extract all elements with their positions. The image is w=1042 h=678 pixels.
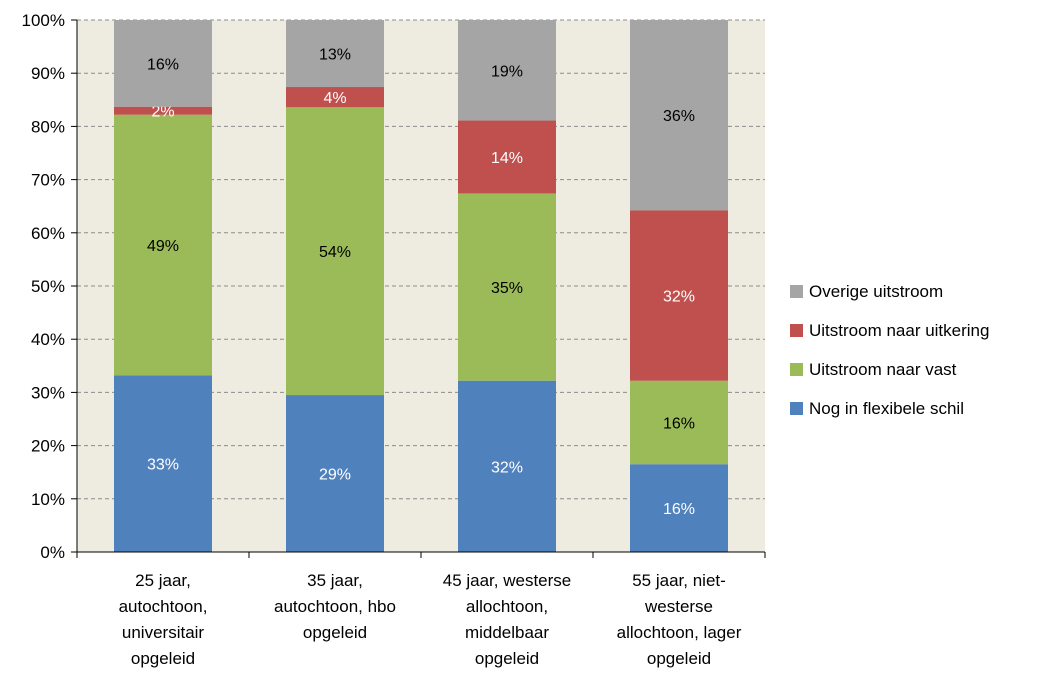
x-category-label: autochtoon, hbo [274, 597, 396, 616]
legend-swatch [790, 402, 803, 415]
legend-item-uitkering: Uitstroom naar uitkering [790, 317, 989, 344]
legend-item-vast: Uitstroom naar vast [790, 356, 989, 383]
y-tick-label: 60% [31, 224, 65, 243]
data-label: 29% [319, 467, 351, 484]
legend-item-flexibel: Nog in flexibele schil [790, 395, 989, 422]
bar-segment [114, 114, 212, 376]
bar-segment [630, 20, 728, 211]
x-category-label: autochtoon, [119, 597, 208, 616]
data-label: 32% [663, 289, 695, 306]
y-tick-label: 20% [31, 437, 65, 456]
data-label: 33% [147, 457, 179, 474]
y-tick-label: 0% [40, 543, 65, 562]
x-category-label: 55 jaar, niet- [632, 571, 726, 590]
bar-segment [458, 120, 556, 194]
bar-segment [458, 193, 556, 381]
chart-legend: Overige uitstroom Uitstroom naar uitkeri… [790, 278, 989, 434]
data-label: 16% [147, 56, 179, 73]
y-tick-label: 50% [31, 277, 65, 296]
legend-label: Overige uitstroom [809, 281, 944, 301]
y-tick-label: 10% [31, 490, 65, 509]
x-category-label: 35 jaar, [307, 571, 363, 590]
x-category-label: middelbaar [465, 623, 549, 642]
bar-segment [630, 380, 728, 465]
legend-item-overige: Overige uitstroom [790, 278, 989, 305]
bar-segment [286, 20, 384, 88]
bar-segment [114, 106, 212, 115]
x-category-label: 45 jaar, westerse [443, 571, 572, 590]
legend-swatch [790, 285, 803, 298]
x-category-label: opgeleid [475, 649, 539, 668]
x-category-label: 25 jaar, [135, 571, 191, 590]
x-category-label: westerse [644, 597, 713, 616]
y-tick-label: 80% [31, 117, 65, 136]
x-category-label: opgeleid [647, 649, 711, 668]
data-label: 16% [663, 501, 695, 518]
bar-segment [630, 210, 728, 381]
bar-segment [630, 464, 728, 552]
bar-segment [286, 87, 384, 108]
data-label: 49% [147, 238, 179, 255]
bar-segment [286, 107, 384, 396]
data-label: 19% [491, 63, 523, 80]
bar-segment [286, 395, 384, 552]
x-category-label: universitair [122, 623, 205, 642]
legend-label: Nog in flexibele schil [809, 398, 964, 418]
data-label: 14% [491, 150, 523, 167]
legend-label: Uitstroom naar vast [809, 359, 957, 379]
y-tick-label: 70% [31, 171, 65, 190]
legend-swatch [790, 363, 803, 376]
x-category-label: opgeleid [131, 649, 195, 668]
y-tick-label: 100% [22, 11, 65, 30]
y-tick-label: 30% [31, 383, 65, 402]
x-category-label: opgeleid [303, 623, 367, 642]
x-category-label: allochtoon, lager [617, 623, 742, 642]
bar-segment [458, 380, 556, 552]
legend-label: Uitstroom naar uitkering [809, 320, 990, 340]
data-label: 2% [151, 104, 174, 121]
data-label: 54% [319, 244, 351, 261]
x-category-label: allochtoon, [466, 597, 548, 616]
data-label: 32% [491, 459, 523, 476]
bar-segment [114, 375, 212, 552]
legend-swatch [790, 324, 803, 337]
bar-segment [114, 20, 212, 107]
data-label: 4% [323, 90, 346, 107]
y-tick-label: 40% [31, 330, 65, 349]
data-label: 35% [491, 280, 523, 297]
data-label: 16% [663, 415, 695, 432]
y-tick-label: 90% [31, 64, 65, 83]
bar-segment [458, 20, 556, 121]
data-label: 13% [319, 47, 351, 64]
data-label: 36% [663, 108, 695, 125]
